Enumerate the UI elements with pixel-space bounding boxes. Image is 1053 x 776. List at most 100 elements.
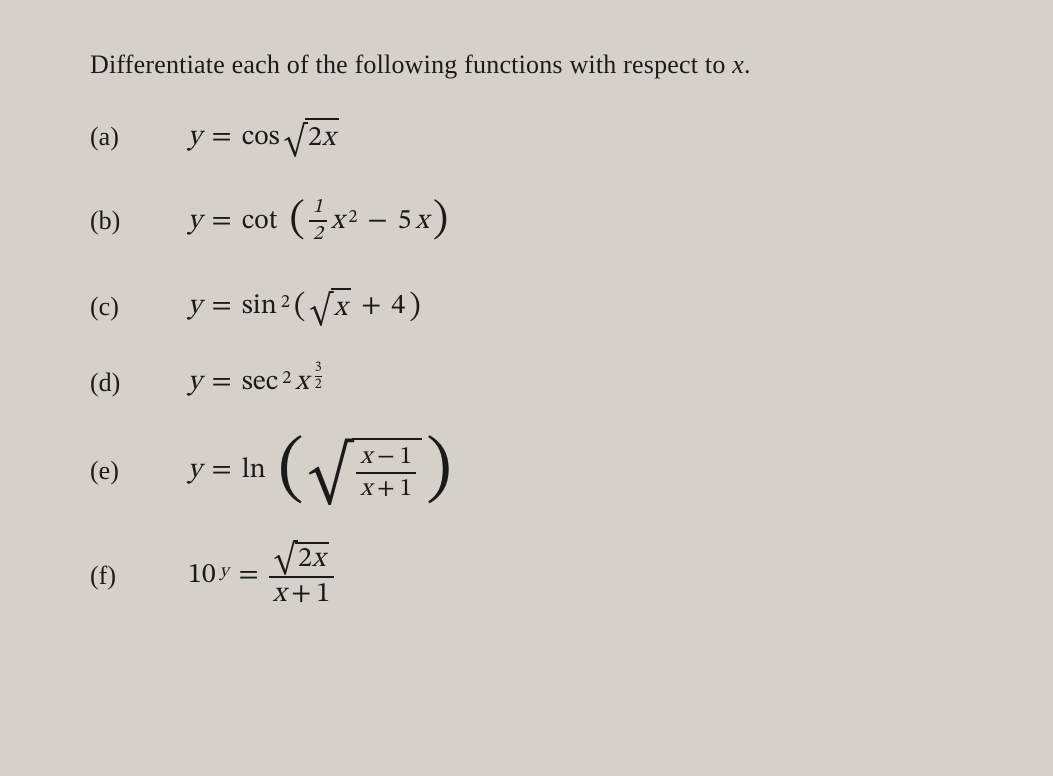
fraction-bar [356,472,416,474]
item-label-e: (e) [90,456,138,486]
fraction-sqrt2x-over-xp1: √ 2x x + 1 [269,542,334,610]
radicand-2x: 2x [295,542,329,574]
number-4: 4 [391,289,405,324]
number-2: 2 [298,545,312,574]
number-1: 1 [400,444,412,470]
func-ln: ln [242,453,266,488]
lparen: ( [278,444,304,499]
exponent-three-halves: 3 2 [315,361,322,392]
numerator: x − 1 [356,444,416,470]
number-10: 10 [188,558,216,593]
sqrt-2x: √ 2x [284,118,340,156]
item-b: (b) y = cot ( 1 2 x2 − 5x ) [90,194,989,248]
equals-sign: = [206,289,238,324]
number-5: 5 [398,204,412,239]
sqrt-fraction: √ x − 1 x + 1 [308,438,422,504]
var-x: x [312,545,325,574]
fraction-bar [269,576,334,578]
item-label-d: (d) [90,368,138,398]
plus-sign: + [355,289,387,324]
exponent-2: 2 [348,207,357,230]
equation-e: y = ln ( √ x − 1 [188,438,452,504]
page: Differentiate each of the following func… [0,0,1053,650]
numerator-1: 1 [309,197,327,218]
numerator: √ 2x [270,542,334,574]
item-e: (e) y = ln ( √ x − 1 [90,438,989,504]
radical-icon: √ [284,127,307,156]
var-y: y [188,289,202,324]
exp-numerator-3: 3 [315,361,322,375]
minus-sign: − [361,204,393,239]
rparen: ) [409,286,421,327]
var-x: x [295,365,308,400]
items-list: (a) y = cos √ 2x (b) y = cot ( [90,118,989,610]
equals-sign: = [206,453,238,488]
exponent-y: y [220,561,229,584]
equation-b: y = cot ( 1 2 x2 − 5x ) [188,194,448,248]
var-x: x [415,204,428,239]
rparen: ) [433,194,449,248]
frac-one-half: 1 2 [309,197,327,245]
item-label-b: (b) [90,206,138,236]
var-x: x [334,291,347,326]
minus-sign: − [372,444,400,470]
question-prompt: Differentiate each of the following func… [90,50,989,80]
equals-sign: = [206,365,238,400]
equation-d: y = sec2 x 3 2 [188,365,322,400]
prompt-period: . [744,50,751,79]
var-x: x [322,121,335,156]
var-x: x [360,444,372,470]
var-x: x [331,204,344,239]
radical-icon: √ [308,438,352,504]
denominator-2: 2 [309,224,327,245]
var-x: x [273,580,286,609]
rparen: ) [426,444,452,499]
item-label-f: (f) [90,561,138,591]
equals-sign: = [206,204,238,239]
item-label-a: (a) [90,122,138,152]
var-y: y [188,204,202,239]
equation-a: y = cos √ 2x [188,118,339,156]
equals-sign: = [206,120,238,155]
sqrt-x: √ x [309,288,351,326]
denominator: x + 1 [356,476,416,502]
func-sec: sec [242,365,279,400]
equation-c: y = sin2 ( √ x + 4 ) [188,286,421,327]
lparen: ( [289,194,305,248]
func-sin: sin [242,289,277,324]
fraction-bar [315,376,322,377]
fraction-bar [309,220,327,222]
exp-denominator-2: 2 [315,378,322,392]
number-2: 2 [308,121,322,156]
exponent-2: 2 [282,368,291,391]
equation-f: 10y = √ 2x x + 1 [188,542,334,610]
plus-sign: + [372,476,400,502]
prompt-variable: x [732,50,744,79]
radical-icon: √ [274,545,297,574]
var-x: x [360,476,372,502]
item-a: (a) y = cos √ 2x [90,118,989,156]
radicand-2x: 2x [305,118,339,156]
item-f: (f) 10y = √ 2x x [90,542,989,610]
denominator: x + 1 [269,580,334,609]
lparen: ( [294,286,306,327]
var-y: y [188,453,202,488]
item-d: (d) y = sec2 x 3 2 [90,365,989,400]
number-1: 1 [316,580,330,609]
radicand-fraction: x − 1 x + 1 [352,438,422,504]
radical-icon: √ [309,296,332,325]
func-cos: cos [242,120,280,155]
sqrt-2x: √ 2x [274,542,330,574]
equals-sign: = [233,558,265,593]
fraction-xm1-over-xp1: x − 1 x + 1 [356,444,416,502]
number-1: 1 [400,476,412,502]
func-cot: cot [242,204,278,239]
radicand-x: x [331,288,351,326]
var-y: y [188,365,202,400]
item-c: (c) y = sin2 ( √ x + 4 ) [90,286,989,327]
plus-sign: + [286,580,316,609]
prompt-leading: Differentiate each of the following func… [90,50,732,79]
item-label-c: (c) [90,292,138,322]
exponent-2: 2 [281,292,290,315]
var-y: y [188,120,202,155]
